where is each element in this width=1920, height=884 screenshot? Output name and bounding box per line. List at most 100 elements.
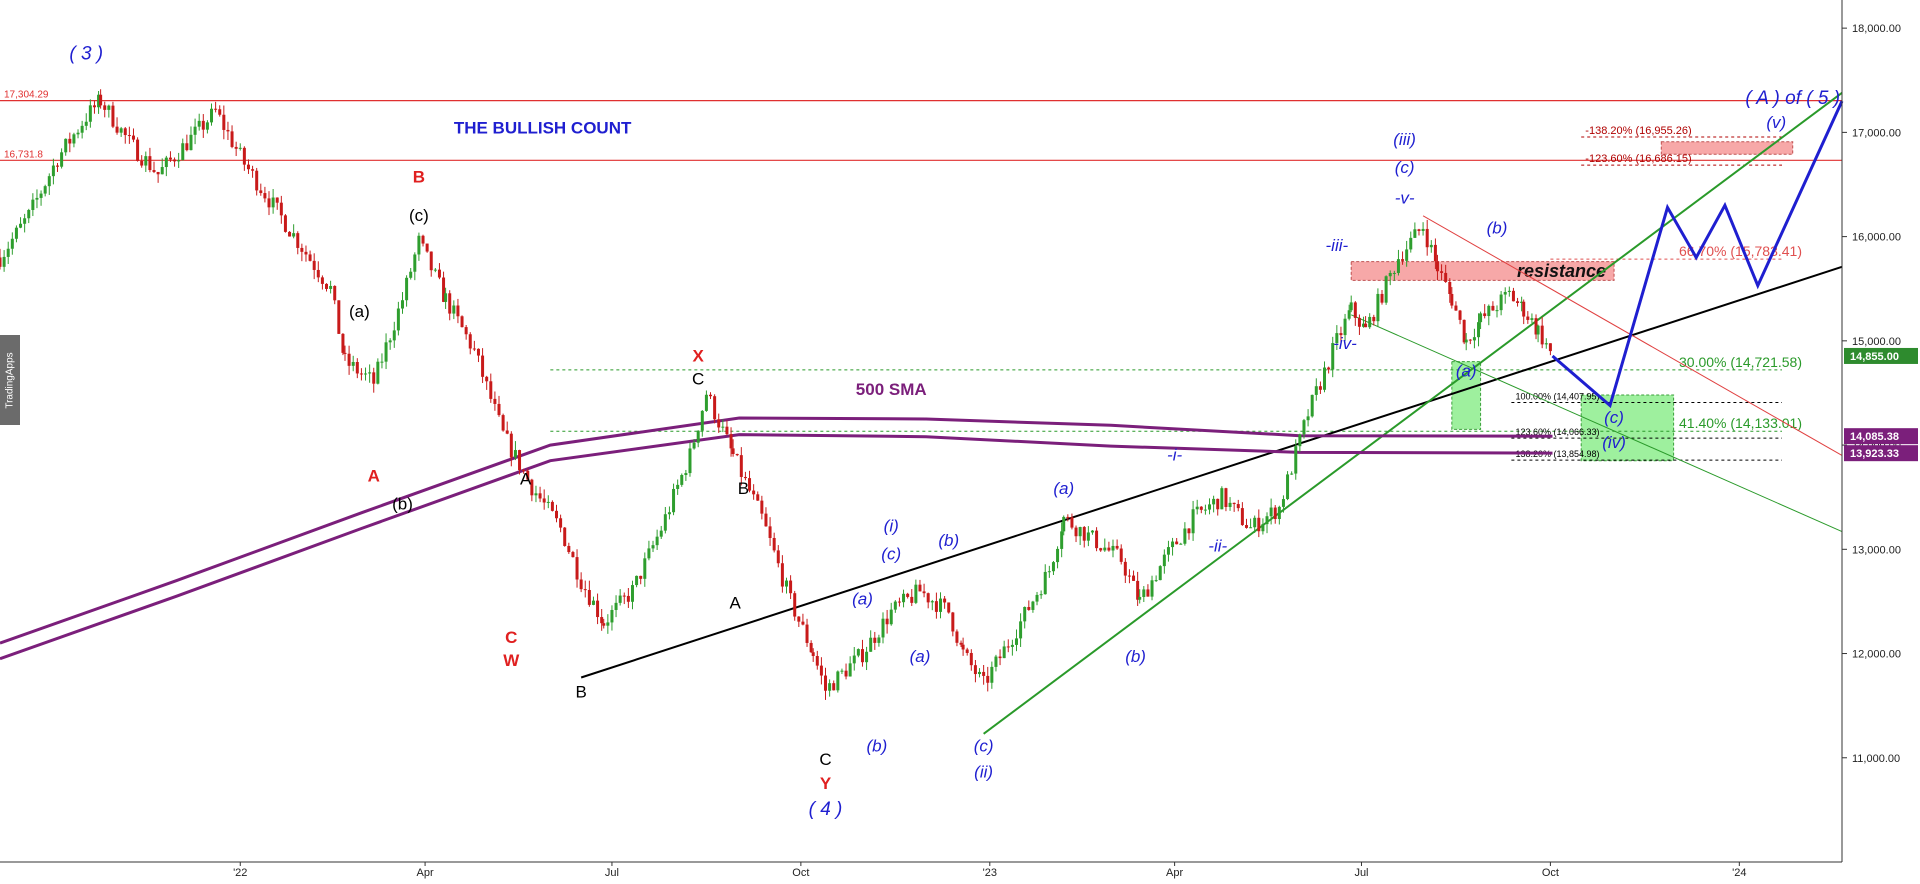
candle-body [131,135,135,140]
candle-body [1171,541,1175,548]
candle-body [347,353,351,366]
candle-body [910,596,914,603]
candle-body [152,170,156,172]
candle-body [1306,416,1310,421]
candle-body [1236,504,1240,509]
candle-body [550,501,554,511]
candle-body [1544,343,1548,345]
candle-body [1503,291,1507,295]
candle-body [860,649,864,663]
x-tick-label-8: '24 [1732,867,1746,879]
candle-body [437,269,441,278]
candle-body [1357,317,1361,327]
candle-body [1078,527,1082,537]
candle-body [123,128,127,136]
candle-body [596,600,600,618]
candle-body [160,167,164,175]
candle-body [1099,548,1103,551]
candle-body [1479,313,1483,323]
candle-body [546,501,550,503]
candle-body [88,105,92,122]
wave-label-24: (ii) [974,763,993,782]
candle-body [1331,343,1335,370]
candle-body [618,595,622,603]
candle-body [626,595,630,602]
candle-body [341,333,345,353]
candle-body [780,563,784,587]
candle-body [1212,498,1216,505]
candle-body [965,649,969,653]
candle-body [1477,322,1481,338]
candle-body [92,105,96,108]
candle-body [542,498,546,503]
candle-body [1228,502,1232,507]
candle-body [873,637,877,643]
green-trendline [983,91,1843,735]
candle-body [505,430,509,434]
candle-body [739,455,743,477]
wave-label-37: (iv) [1602,433,1626,452]
candle-body [655,536,659,546]
wave-label-26: (b) [1125,647,1146,666]
candle-body [429,251,433,271]
candle-body [647,548,651,559]
chart-title: THE BULLISH COUNT [454,118,632,137]
candle-body [819,665,823,676]
candle-body [930,601,934,603]
candle-body [1409,237,1413,250]
candle-body [127,135,131,137]
wave-label-22: (b) [938,531,959,550]
wave-label-7: C [505,628,517,647]
candle-body [1138,596,1142,600]
candle-body [1220,488,1224,510]
wave-label-15: Y [820,774,832,793]
candle-body [1347,310,1351,319]
candle-body [1450,293,1454,306]
candle-body [364,373,368,375]
candle-body [1472,337,1476,341]
candle-body [583,589,587,591]
wave-label-23: (c) [974,737,994,756]
candle-body [1175,541,1179,545]
candle-body [279,202,283,216]
level-label-1: 16,731.8 [4,149,43,160]
candle-body [164,157,168,168]
candle-body [526,470,530,480]
candle-body [606,622,610,626]
candle-body [844,670,848,677]
candle-body [1362,323,1366,327]
candle-body [1368,316,1372,328]
candle-body [1396,259,1400,273]
candle-body [251,169,255,171]
candle-body [639,575,643,579]
candle-body [906,593,910,597]
candle-body [392,330,396,341]
candle-body [489,381,493,399]
candle-body [185,143,189,151]
candle-body [955,631,959,643]
candle-body [1433,244,1437,262]
candle-body [534,493,538,496]
candle-body [405,277,409,301]
candle-body [148,156,152,171]
green-lower-line [1351,314,1843,533]
candle-body [643,558,647,579]
candle-body [1417,229,1421,231]
candle-body [1257,517,1261,532]
candle-body [922,591,926,594]
x-tick-label-7: Oct [1542,867,1559,879]
candle-body [914,584,918,603]
candle-body [304,251,308,255]
candle-body [518,450,522,471]
candle-body [1127,575,1131,577]
candle-body [902,593,906,603]
candle-body [1323,367,1327,390]
candle-body [717,419,721,428]
candle-body [481,355,485,377]
candle-body [709,394,713,397]
candle-body [1327,367,1331,370]
candle-body [35,197,39,200]
candle-body [320,277,324,284]
candle-body [852,655,856,664]
candle-body [735,453,739,456]
